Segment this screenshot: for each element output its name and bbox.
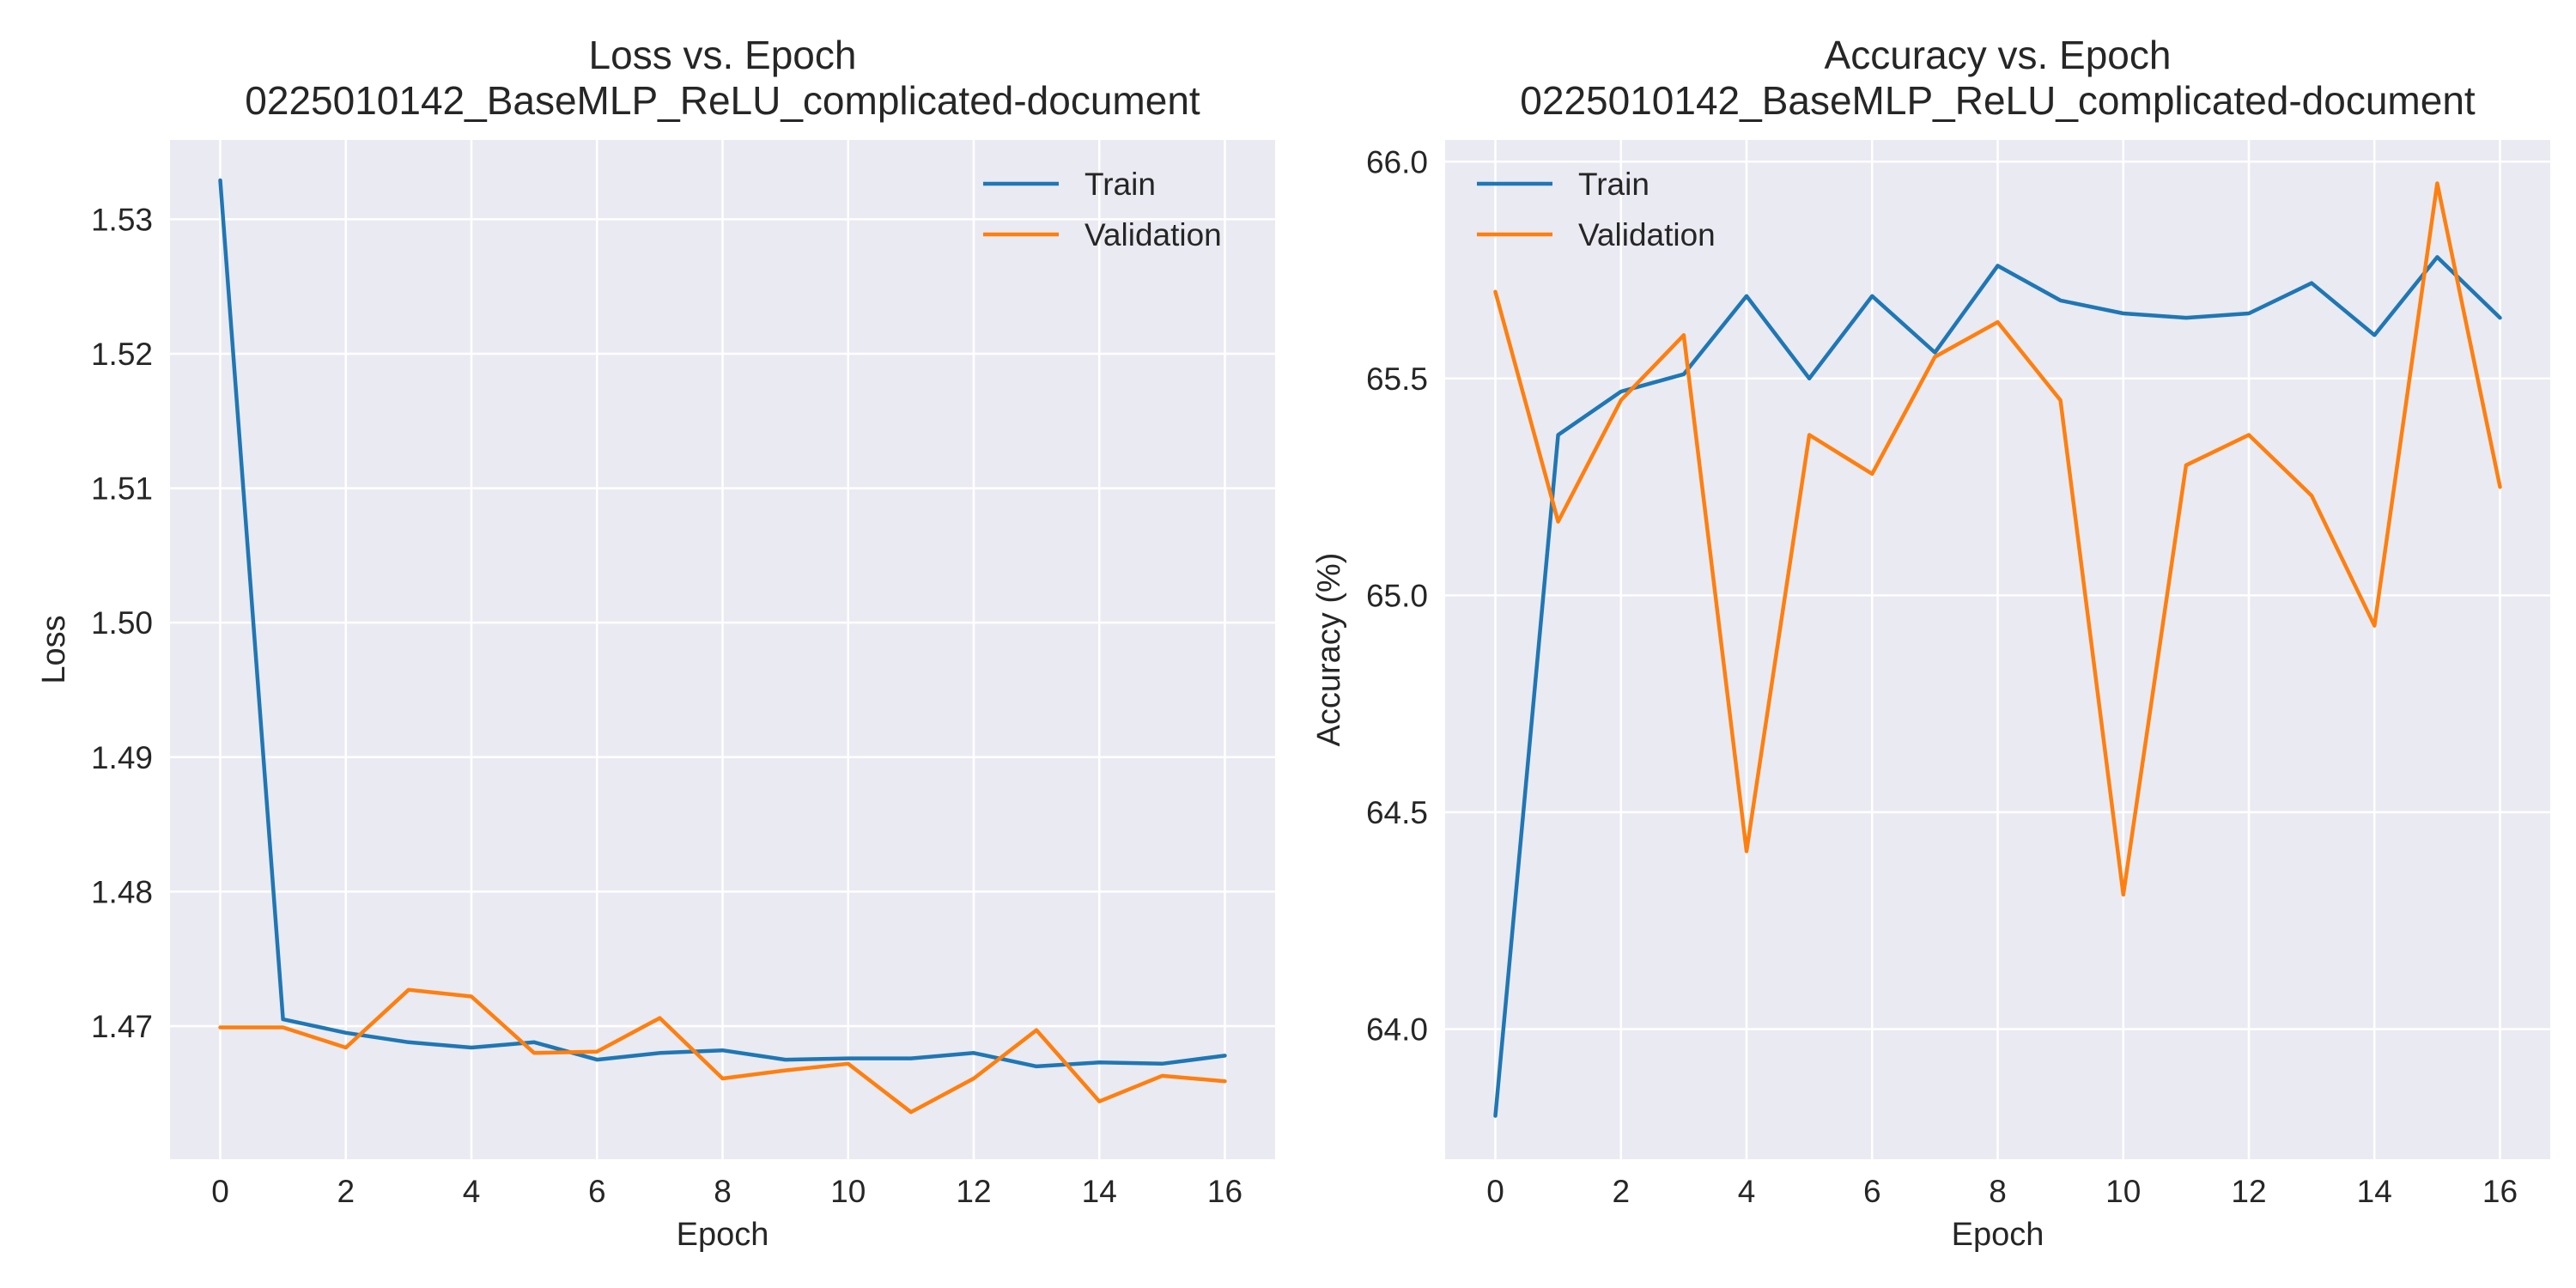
accuracy-y-tick-label: 66.0: [1366, 144, 1428, 179]
loss-chart: 0 2 4 6 8 10 12 14 16 1.471.481.491.501.511.521.…: [36, 33, 1275, 1253]
loss-x-tick-label: 2: [337, 1174, 355, 1209]
accuracy-x-tick-label: 10: [2105, 1174, 2141, 1209]
accuracy-y-tick-label: 64.5: [1366, 795, 1428, 830]
accuracy-chart-title-line-2: 0225010142_BaseMLP_ReLU_complicated-docu…: [1520, 78, 2476, 123]
loss-series-train-line: [218, 178, 1227, 1069]
loss-x-tick-label: 12: [956, 1174, 991, 1209]
loss-x-tick-label: 0: [211, 1174, 229, 1209]
loss-y-tick-label: 1.53: [91, 202, 153, 237]
loss-chart-title-line-1: Loss vs. Epoch: [589, 33, 857, 77]
accuracy-series-train-line: [1493, 255, 2502, 1118]
accuracy-series-validation-line: [1493, 181, 2502, 897]
loss-series-validation-line: [218, 987, 1227, 1115]
loss-x-tick-label: 14: [1082, 1174, 1117, 1209]
accuracy-x-tick-label: 12: [2231, 1174, 2266, 1209]
loss-y-tick-label: 1.48: [91, 874, 153, 909]
loss-y-tick-label: 1.51: [91, 471, 153, 507]
loss-legend-train-label: Train: [1084, 167, 1156, 202]
accuracy-x-tick-label: 6: [1863, 1174, 1881, 1209]
loss-y-tick-label: 1.49: [91, 740, 153, 775]
accuracy-y-tick-label: 64.0: [1366, 1012, 1428, 1047]
loss-y-axis-label: Loss: [36, 615, 72, 683]
loss-y-tick-label: 1.50: [91, 605, 153, 641]
loss-legend-validation-label: Validation: [1084, 217, 1222, 252]
accuracy-x-tick-label: 0: [1486, 1174, 1504, 1209]
accuracy-series-lines: [1493, 181, 2502, 1118]
accuracy-legend-validation-label: Validation: [1578, 217, 1716, 252]
loss-legend: Train Validation: [983, 167, 1222, 252]
loss-x-tick-label: 6: [588, 1174, 606, 1209]
accuracy-chart: 0 2 4 6 8 10 12 14 16 64.0 64.5 65.0 65.5 66.0 Accur…: [1311, 33, 2550, 1253]
loss-series-lines: [218, 178, 1227, 1115]
accuracy-x-tick-label: 14: [2357, 1174, 2392, 1209]
loss-x-tick-label: 16: [1207, 1174, 1242, 1209]
accuracy-x-tick-labels: 0 2 4 6 8 10 12 14 16: [1486, 1174, 2518, 1209]
loss-grid: [170, 140, 1275, 1159]
accuracy-y-axis-label: Accuracy (%): [1311, 553, 1347, 747]
accuracy-x-tick-label: 4: [1738, 1174, 1756, 1209]
loss-y-tick-labels: 1.47 1.48 1.49 1.50 1.51 1.52 1.53: [91, 202, 153, 1044]
loss-x-tick-label: 10: [830, 1174, 866, 1209]
accuracy-legend-train-label: Train: [1578, 167, 1649, 202]
accuracy-y-tick-label: 65.0: [1366, 578, 1428, 613]
loss-x-tick-label: 4: [463, 1174, 481, 1209]
accuracy-x-axis-label: Epoch: [1952, 1217, 2044, 1253]
accuracy-y-tick-label: 65.5: [1366, 361, 1428, 397]
accuracy-x-tick-label: 16: [2482, 1174, 2518, 1209]
accuracy-x-tick-label: 2: [1612, 1174, 1630, 1209]
accuracy-x-tick-label: 8: [1989, 1174, 2007, 1209]
loss-x-tick-label: 8: [714, 1174, 732, 1209]
accuracy-grid: [1445, 140, 2550, 1159]
accuracy-chart-title-line-1: Accuracy vs. Epoch: [1825, 33, 2172, 77]
accuracy-y-tick-labels: 64.0 64.5 65.0 65.5 66.0: [1366, 144, 1428, 1047]
loss-x-tick-labels: 0 2 4 6 8 10 12 14 16: [211, 1174, 1242, 1209]
loss-y-tick-label: 1.47: [91, 1009, 153, 1044]
loss-x-axis-label: Epoch: [677, 1217, 769, 1253]
loss-y-tick-label: 1.52: [91, 337, 153, 372]
loss-chart-title-line-2: 0225010142_BaseMLP_ReLU_complicated-docu…: [245, 78, 1200, 123]
accuracy-legend: Train Validation: [1477, 167, 1716, 252]
